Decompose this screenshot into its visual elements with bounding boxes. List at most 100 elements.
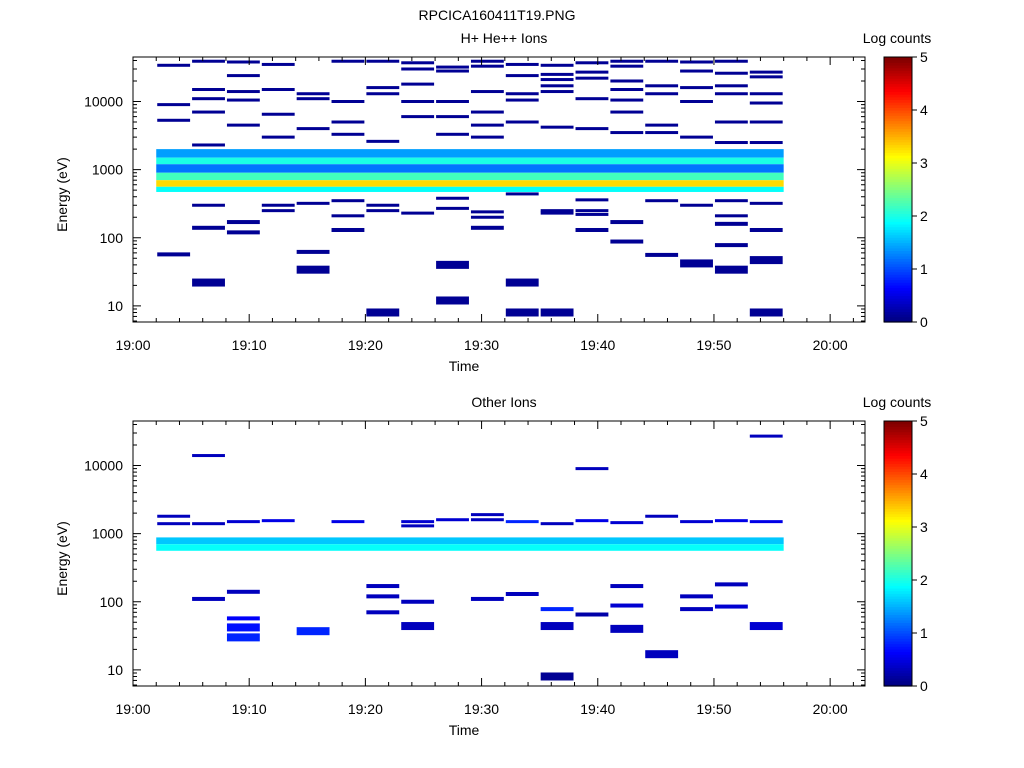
colorbar-segment [884,585,912,589]
colorbar-segment [884,239,912,244]
colorbar-segment [884,511,912,515]
spectrogram-bin [645,199,679,203]
spectrogram-bin [610,521,644,525]
colorbar-segment [884,633,912,637]
colorbar-segment [884,136,912,140]
spectrogram-bin [401,115,435,119]
spectrogram-bin [575,467,609,471]
colorbar-segment [884,70,912,74]
colorbar-segment [884,165,912,169]
x-tick-label: 19:50 [696,337,731,353]
spectrogram-bin [610,220,644,225]
colorbar-tick-label: 1 [920,625,928,641]
colorbar-segment [884,83,912,87]
spectrogram-bin [331,520,365,524]
spectrogram-bin [575,209,609,213]
colorbar-segment [884,102,912,106]
colorbar-segment [884,194,912,199]
y-tick-label: 10000 [84,458,123,474]
spectrogram-bin [192,278,225,287]
x-tick-label: 19:40 [580,701,615,717]
colorbar-segment [884,683,912,687]
spectrogram-bin [575,70,609,74]
spectrogram-bin [192,110,225,114]
spectrogram-bin [296,265,330,274]
spectrogram-bin [192,97,225,101]
colorbar-segment [884,545,912,549]
spectrogram-bin [261,135,295,139]
y-axis-label: Energy (eV) [54,521,70,596]
spectrogram-bin [366,209,400,213]
colorbar-segment [884,279,912,283]
colorbar-segment [884,572,912,576]
spectrogram-bin [714,92,748,96]
spectrogram-bin [296,627,330,636]
colorbar-segment [884,513,912,517]
spectrogram-bin [261,62,295,66]
colorbar-segment [884,497,912,502]
colorbar-segment [884,202,912,206]
spectrogram-bin [680,135,713,139]
spectrogram-bin [540,308,574,317]
colorbar-segment [884,468,912,472]
colorbar-segment [884,62,912,66]
colorbar-segment [884,287,912,291]
spectrogram-bin [749,201,783,205]
spectrogram-band [156,164,784,173]
panel-h-he-ions: H+ He++ Ions 19:00 19:10 19:20 19:30 19:40 19:… [54,30,931,374]
colorbar-segment [884,566,912,570]
colorbar-segment [884,242,912,246]
colorbar-segment [884,141,912,146]
colorbar-segment [884,117,912,122]
spectrogram-bin [436,100,469,104]
spectrogram-bin [157,514,191,518]
spectrogram-bin [366,203,400,207]
colorbar-segment [884,125,912,130]
colorbar-segment [884,303,912,307]
spectrogram-bin [331,59,365,63]
spectrogram-bin [226,74,260,78]
spectrogram-bin [366,86,400,90]
colorbar-segment [884,160,912,164]
plot-frame [132,420,866,687]
colorbar-segment [884,144,912,148]
colorbar-segment [884,306,912,310]
spectrogram-bin [192,59,225,63]
x-tick-label: 19:40 [580,337,615,353]
spectrogram-bin [436,132,469,136]
spectrogram-bin [401,520,435,524]
spectrogram-bin [575,612,609,617]
colorbar-segment [884,112,912,116]
colorbar-segment [884,186,912,191]
colorbar-segment [884,601,912,605]
colorbar-segment [884,258,912,262]
colorbar-segment [884,603,912,608]
colorbar-segment [884,200,912,204]
spectrogram-bin [505,192,539,196]
colorbar-segment [884,284,912,289]
spectrogram-bin [714,221,748,226]
spectrogram-bin [505,98,539,102]
y-axis-label: Energy (eV) [54,157,70,232]
colorbar-segment [884,659,912,663]
spectrogram-bin [680,520,713,524]
spectrogram-bin [540,84,574,88]
colorbar-segment [884,421,912,425]
colorbar-segment [884,617,912,621]
spectrogram-bin [157,63,191,67]
colorbar-segment [884,519,912,523]
colorbar-segment [884,476,912,480]
x-tick-label: 19:00 [115,701,150,717]
spectrogram-bin [714,199,748,203]
colorbar-segment [884,80,912,85]
colorbar-segment [884,189,912,193]
plot-frame [132,56,866,323]
colorbar-segment [884,221,912,225]
colorbar-segment [884,311,912,315]
spectrogram-bin [226,60,260,64]
colorbar-segment [884,503,912,507]
spectrogram-bin [610,64,644,68]
spectrogram-bin [470,518,504,522]
colorbar-segment [884,654,912,658]
colorbar-segment [884,168,912,172]
